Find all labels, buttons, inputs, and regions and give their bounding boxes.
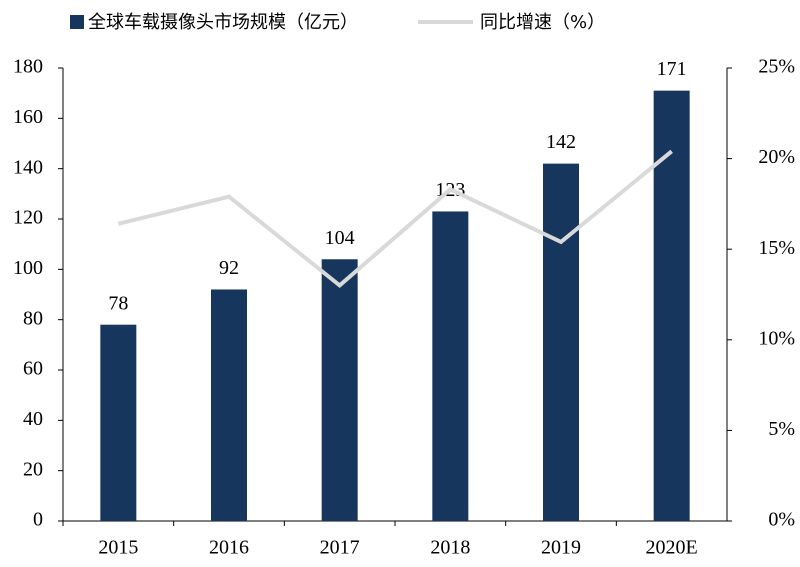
y2-tick-label: 0% bbox=[768, 509, 795, 531]
data-label: 171 bbox=[657, 58, 687, 80]
x-tick-label: 2015 bbox=[98, 537, 138, 559]
y-tick-label: 40 bbox=[23, 408, 43, 430]
x-tick-label: 2018 bbox=[430, 537, 470, 559]
legend-label: 同比增速（%） bbox=[480, 12, 605, 33]
legend-label: 全球车载摄像头市场规模（亿元） bbox=[88, 12, 358, 33]
data-label: 104 bbox=[325, 227, 355, 249]
y-tick-label: 140 bbox=[13, 156, 43, 178]
y2-tick-label: 25% bbox=[758, 56, 795, 78]
bar bbox=[432, 211, 469, 521]
y-tick-label: 0 bbox=[33, 509, 43, 531]
y2-tick-label: 5% bbox=[768, 418, 795, 440]
data-label: 142 bbox=[546, 131, 576, 153]
bar bbox=[321, 259, 358, 521]
data-label: 78 bbox=[108, 292, 128, 314]
y2-tick-label: 20% bbox=[758, 146, 795, 168]
x-tick-label: 2019 bbox=[541, 537, 581, 559]
x-tick-label: 2016 bbox=[209, 537, 249, 559]
y-tick-label: 160 bbox=[13, 106, 43, 128]
y-tick-label: 60 bbox=[23, 358, 43, 380]
x-tick-label: 2020E bbox=[646, 537, 698, 559]
bar bbox=[543, 163, 579, 521]
bar bbox=[211, 289, 247, 521]
y-tick-label: 120 bbox=[13, 207, 43, 229]
bar bbox=[100, 324, 137, 521]
y2-tick-label: 10% bbox=[758, 327, 795, 349]
bar bbox=[653, 90, 690, 522]
x-tick-label: 2017 bbox=[320, 537, 360, 559]
y-tick-label: 100 bbox=[13, 257, 43, 279]
y-tick-label: 80 bbox=[23, 307, 43, 329]
y-tick-label: 180 bbox=[13, 56, 43, 78]
y-tick-label: 20 bbox=[23, 458, 43, 480]
legend-swatch bbox=[70, 15, 84, 29]
data-label: 92 bbox=[219, 257, 239, 279]
y2-tick-label: 15% bbox=[758, 237, 795, 259]
growth-line bbox=[117, 149, 673, 289]
